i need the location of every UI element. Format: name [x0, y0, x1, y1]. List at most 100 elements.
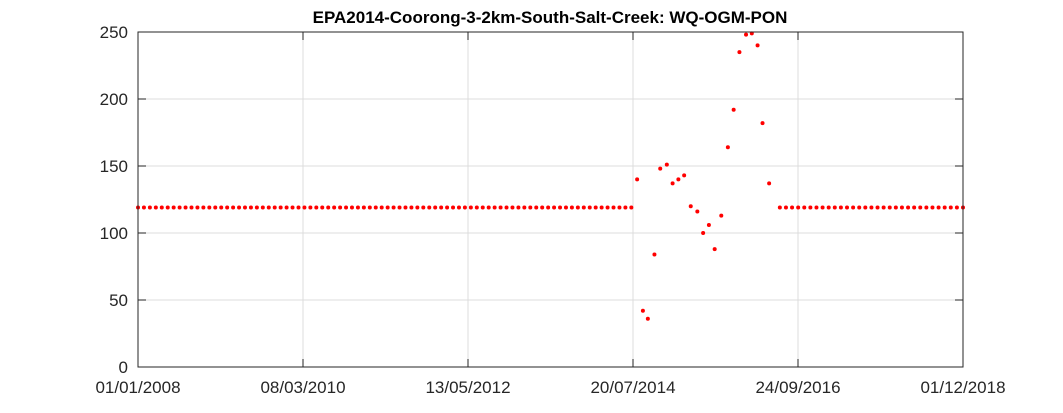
data-point	[534, 205, 539, 210]
data-point	[731, 107, 736, 112]
data-point	[504, 205, 509, 210]
data-point	[391, 205, 396, 210]
data-point	[906, 205, 911, 210]
data-point	[385, 205, 390, 210]
data-point	[296, 205, 301, 210]
data-point	[373, 205, 378, 210]
data-point	[231, 205, 236, 210]
data-point	[942, 205, 947, 210]
y-tick-label: 100	[100, 224, 128, 243]
data-point	[814, 205, 819, 210]
grid-lines	[138, 32, 963, 367]
data-point	[635, 177, 640, 182]
y-tick-label: 150	[100, 157, 128, 176]
data-point	[409, 205, 414, 210]
data-point	[783, 205, 788, 210]
data-point	[575, 205, 580, 210]
x-tick-label: 20/07/2014	[590, 378, 675, 397]
data-point	[948, 205, 953, 210]
data-point	[367, 205, 372, 210]
data-point	[652, 252, 657, 257]
data-point	[314, 205, 319, 210]
data-point	[954, 205, 959, 210]
data-point	[887, 205, 892, 210]
data-point	[930, 205, 935, 210]
data-point	[552, 205, 557, 210]
data-point	[498, 205, 503, 210]
data-point	[760, 121, 765, 126]
data-point	[225, 205, 230, 210]
data-point	[918, 205, 923, 210]
data-point	[320, 205, 325, 210]
data-point	[682, 173, 687, 178]
data-point	[881, 205, 886, 210]
data-point	[670, 181, 675, 186]
x-tick-label: 01/01/2008	[95, 378, 180, 397]
plot-background	[138, 32, 963, 367]
data-point	[456, 205, 461, 210]
data-point	[676, 177, 681, 182]
data-point	[159, 205, 164, 210]
data-point	[912, 205, 917, 210]
y-tick-label: 0	[119, 358, 128, 377]
data-point	[611, 205, 616, 210]
data-point	[147, 205, 152, 210]
data-point	[563, 205, 568, 210]
y-tick-label: 50	[109, 291, 128, 310]
data-point	[688, 204, 693, 209]
data-point	[587, 205, 592, 210]
data-point	[826, 205, 831, 210]
data-point	[832, 205, 837, 210]
data-point	[349, 205, 354, 210]
data-point	[851, 205, 856, 210]
x-tick-label: 08/03/2010	[260, 378, 345, 397]
data-point	[397, 205, 402, 210]
data-point	[254, 205, 259, 210]
data-point	[725, 145, 730, 150]
data-point	[712, 247, 717, 252]
data-point	[344, 205, 349, 210]
data-point	[207, 205, 212, 210]
data-point	[777, 205, 782, 210]
data-point	[640, 308, 645, 313]
data-point	[863, 205, 868, 210]
data-point	[924, 205, 929, 210]
data-point	[242, 205, 247, 210]
data-point	[744, 32, 749, 37]
data-point	[581, 205, 586, 210]
x-tick-label: 13/05/2012	[425, 378, 510, 397]
data-point	[219, 205, 224, 210]
data-point	[272, 205, 277, 210]
data-point	[540, 205, 545, 210]
data-point	[474, 205, 479, 210]
data-point	[869, 205, 874, 210]
data-point	[361, 205, 366, 210]
data-point	[403, 205, 408, 210]
data-point	[510, 205, 515, 210]
data-point	[201, 205, 206, 210]
data-point	[629, 205, 634, 210]
data-point	[845, 205, 850, 210]
data-point	[237, 205, 242, 210]
data-point	[492, 205, 497, 210]
data-point	[593, 205, 598, 210]
data-point	[427, 205, 432, 210]
data-point	[248, 205, 253, 210]
data-point	[462, 205, 467, 210]
data-point	[195, 205, 200, 210]
data-point	[141, 205, 146, 210]
data-point	[755, 43, 760, 48]
data-point	[332, 205, 337, 210]
data-point	[617, 205, 622, 210]
data-point	[658, 166, 663, 171]
data-point	[326, 205, 331, 210]
x-tick-label: 01/12/2018	[920, 378, 1005, 397]
data-point	[379, 205, 384, 210]
data-point	[558, 205, 563, 210]
data-point	[857, 205, 862, 210]
data-point	[284, 205, 289, 210]
data-point	[278, 205, 283, 210]
data-point	[719, 213, 724, 218]
data-point	[796, 205, 801, 210]
data-point	[706, 222, 711, 227]
